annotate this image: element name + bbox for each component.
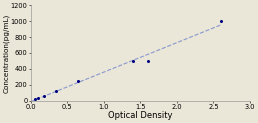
X-axis label: Optical Density: Optical Density bbox=[108, 111, 173, 120]
Y-axis label: Concentration(pg/mL): Concentration(pg/mL) bbox=[3, 13, 9, 93]
